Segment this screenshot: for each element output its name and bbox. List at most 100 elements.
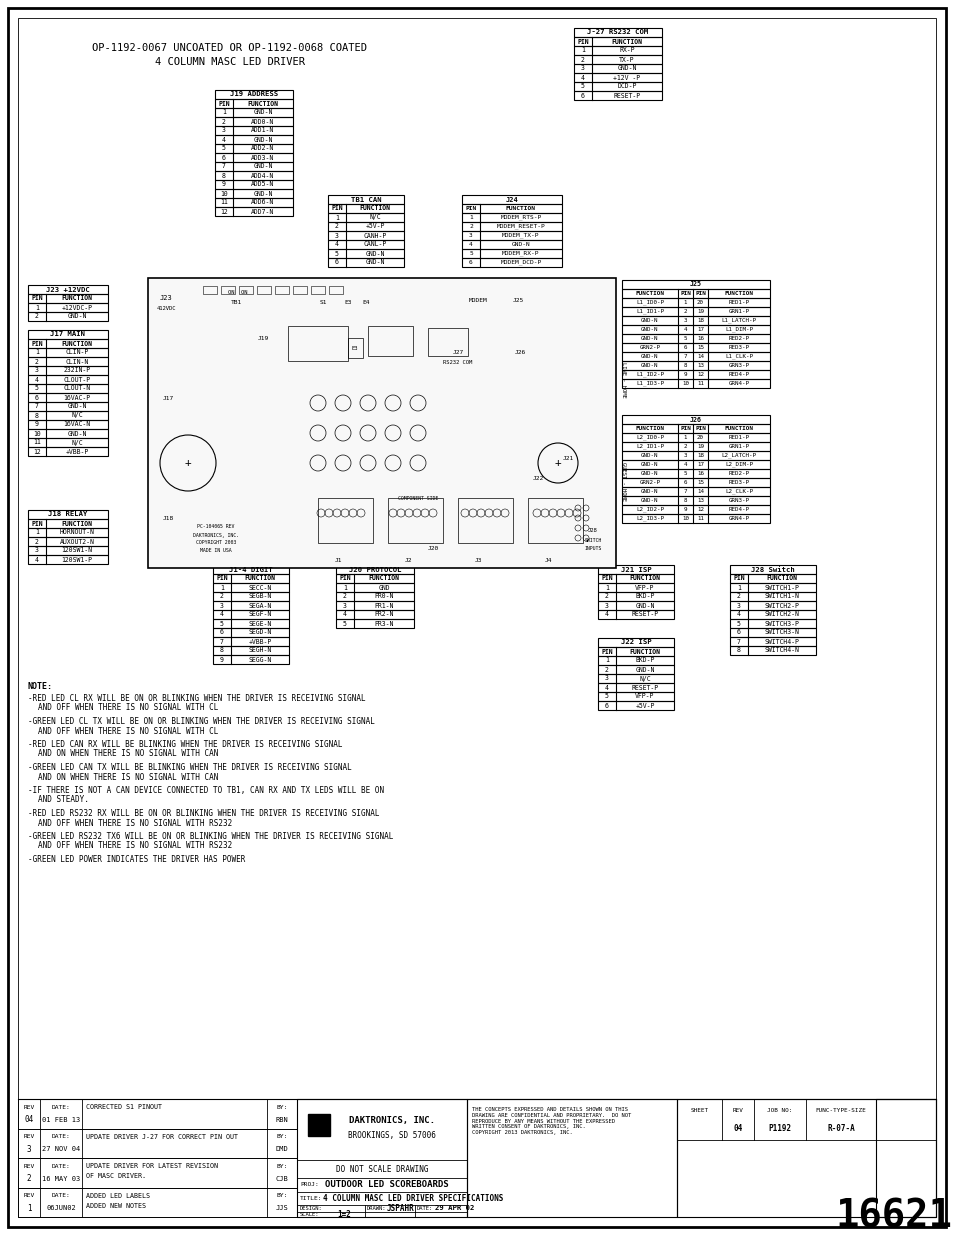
Bar xyxy=(729,592,815,601)
Text: GRN4-P: GRN4-P xyxy=(728,516,749,521)
Text: PIN: PIN xyxy=(31,295,43,301)
Text: +: + xyxy=(185,458,192,468)
Text: 16: 16 xyxy=(697,471,703,475)
Text: P1192: P1192 xyxy=(767,1124,791,1134)
Text: REV: REV xyxy=(24,1163,34,1168)
Text: 12: 12 xyxy=(697,372,703,377)
Text: SEGH-N: SEGH-N xyxy=(248,647,272,653)
Text: 6: 6 xyxy=(604,703,608,709)
Text: 4: 4 xyxy=(737,611,740,618)
Bar xyxy=(461,258,561,267)
Text: CLIN-N: CLIN-N xyxy=(66,358,89,364)
Text: SCALE:: SCALE: xyxy=(299,1212,319,1218)
Text: PIN: PIN xyxy=(216,576,228,582)
Text: 9: 9 xyxy=(35,421,39,427)
Text: SHEET: SHEET xyxy=(690,1108,708,1113)
Bar xyxy=(28,555,108,564)
Text: 5: 5 xyxy=(604,694,608,699)
Text: 2: 2 xyxy=(343,594,347,599)
Text: 412VDC: 412VDC xyxy=(156,305,175,310)
Bar xyxy=(621,433,769,442)
Bar xyxy=(621,289,769,298)
Text: 18: 18 xyxy=(697,317,703,324)
Text: VFP-P: VFP-P xyxy=(635,584,654,590)
Text: 6: 6 xyxy=(683,345,686,350)
Text: BKD-P: BKD-P xyxy=(635,594,654,599)
Text: 2: 2 xyxy=(683,309,686,314)
Text: SWITCH4-N: SWITCH4-N xyxy=(763,647,799,653)
Text: MADE IN USA: MADE IN USA xyxy=(200,548,232,553)
Text: 3: 3 xyxy=(222,127,226,133)
Bar xyxy=(28,294,108,303)
Text: SEGD-N: SEGD-N xyxy=(248,630,272,636)
Bar xyxy=(677,1099,935,1216)
Bar xyxy=(221,287,234,294)
Text: DATE:: DATE: xyxy=(416,1205,433,1212)
Text: GRN2-P: GRN2-P xyxy=(639,480,659,485)
Text: PIN: PIN xyxy=(577,38,588,44)
Bar xyxy=(621,379,769,388)
Text: J1-4 DIGIT: J1-4 DIGIT xyxy=(229,567,273,573)
Text: N/C: N/C xyxy=(639,676,650,682)
Text: 11: 11 xyxy=(220,200,228,205)
Text: GND: GND xyxy=(377,584,390,590)
Text: PR2-N: PR2-N xyxy=(374,611,394,618)
Text: GND-N: GND-N xyxy=(640,498,659,503)
Text: 5: 5 xyxy=(683,471,686,475)
Text: 4: 4 xyxy=(35,557,39,562)
Text: 13: 13 xyxy=(697,498,703,503)
Bar xyxy=(214,135,293,144)
Text: 6: 6 xyxy=(222,154,226,161)
Text: J26: J26 xyxy=(689,416,701,422)
Text: GND-N: GND-N xyxy=(253,137,273,142)
Text: RED3-P: RED3-P xyxy=(728,480,749,485)
Text: MODEM_DCD-P: MODEM_DCD-P xyxy=(500,259,541,266)
Bar xyxy=(328,258,403,267)
Text: 1: 1 xyxy=(35,305,39,310)
Text: OUTDOOR LED SCOREBOARDS: OUTDOOR LED SCOREBOARDS xyxy=(325,1181,448,1189)
Bar xyxy=(621,280,769,289)
Bar xyxy=(621,298,769,308)
Text: 2: 2 xyxy=(604,594,608,599)
Text: GND-N: GND-N xyxy=(640,317,659,324)
Bar xyxy=(598,656,673,664)
Bar xyxy=(598,664,673,674)
Text: GND-N: GND-N xyxy=(640,453,659,458)
Bar xyxy=(621,415,769,424)
Bar xyxy=(729,637,815,646)
Bar xyxy=(598,583,673,592)
Text: FUNCTION: FUNCTION xyxy=(635,291,664,296)
Bar xyxy=(28,285,108,294)
Text: 06JUN02: 06JUN02 xyxy=(46,1205,76,1212)
Bar xyxy=(328,240,403,249)
Text: DATE:: DATE: xyxy=(51,1134,71,1139)
Text: J22 ISP: J22 ISP xyxy=(620,640,651,646)
Bar xyxy=(335,564,414,574)
Bar xyxy=(28,366,108,375)
Text: 3: 3 xyxy=(604,676,608,682)
Bar xyxy=(729,629,815,637)
Bar xyxy=(621,478,769,487)
Text: FUNCTION: FUNCTION xyxy=(244,576,275,582)
Bar xyxy=(328,222,403,231)
Text: 8: 8 xyxy=(222,173,226,179)
Text: UPDATE DRIVER J-27 FOR CORRECT PIN OUT: UPDATE DRIVER J-27 FOR CORRECT PIN OUT xyxy=(86,1134,237,1140)
Text: GND-N: GND-N xyxy=(68,431,87,436)
Text: 1: 1 xyxy=(220,584,224,590)
Bar xyxy=(729,646,815,655)
Bar xyxy=(213,610,289,619)
Text: +12VDC-P: +12VDC-P xyxy=(61,305,92,310)
Text: J1: J1 xyxy=(334,557,341,562)
Text: CLIN-P: CLIN-P xyxy=(66,350,89,356)
Bar xyxy=(213,646,289,655)
Bar xyxy=(329,287,343,294)
Text: PR0-N: PR0-N xyxy=(374,594,394,599)
Bar xyxy=(214,117,293,126)
Text: RED2-P: RED2-P xyxy=(728,336,749,341)
Text: D: D xyxy=(313,1115,325,1134)
Text: GUEST - HOME: GUEST - HOME xyxy=(620,462,626,500)
Text: PIN: PIN xyxy=(679,426,690,431)
Text: GND-N: GND-N xyxy=(640,363,659,368)
Text: 15: 15 xyxy=(697,345,703,350)
Text: DAKTRONICS, INC.: DAKTRONICS, INC. xyxy=(349,1116,435,1125)
